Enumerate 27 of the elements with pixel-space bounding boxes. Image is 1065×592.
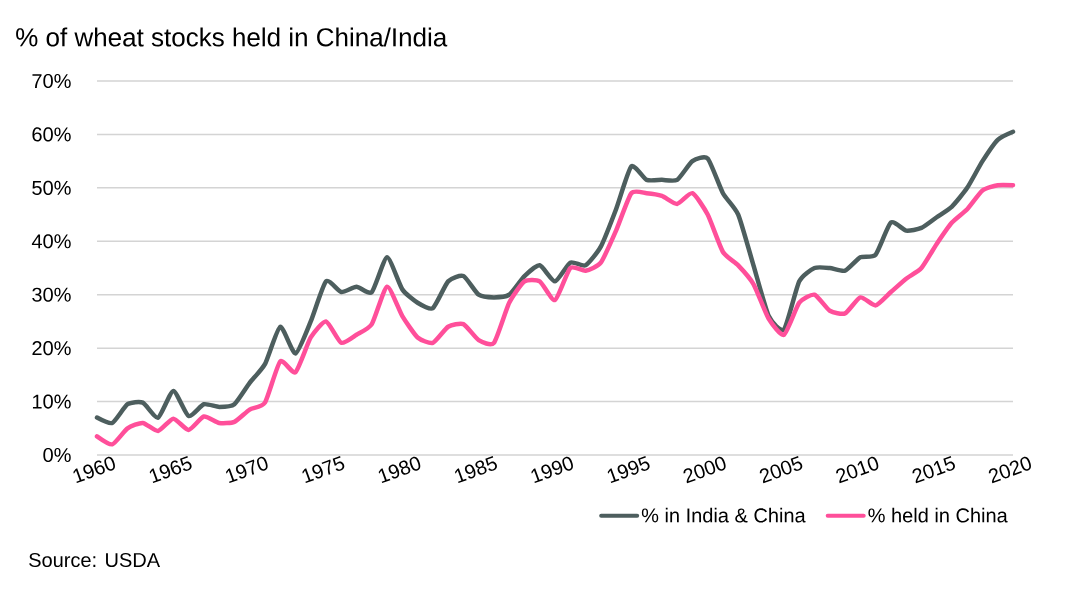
x-tick-label: 2015 <box>912 456 955 484</box>
x-tick-label: 1970 <box>226 456 268 484</box>
y-tick-label: 60% <box>32 127 71 142</box>
x-tick-label: 2010 <box>836 456 879 484</box>
y-tick-label: 10% <box>32 394 71 409</box>
y-tick-label: 0% <box>43 447 71 463</box>
legend-label: % held in China <box>868 507 1008 523</box>
x-tick-label: 1985 <box>455 456 497 484</box>
x-tick-label: 1980 <box>378 456 421 484</box>
x-tick-label: 2005 <box>759 456 803 484</box>
x-tick-label: 1990 <box>531 456 573 484</box>
line-series <box>94 129 1016 426</box>
line-series <box>94 182 1016 447</box>
y-tick-label: 40% <box>31 234 71 249</box>
source-note: Source: USDA <box>29 552 161 568</box>
chart-title: % of wheat stocks held in China/India <box>16 27 448 47</box>
x-tick-label: 2020 <box>988 456 1031 484</box>
x-tick-label: 1975 <box>302 456 345 484</box>
y-tick-label: 20% <box>32 341 71 356</box>
x-tick-label: 2000 <box>683 456 726 484</box>
y-tick-label: 50% <box>32 180 71 195</box>
y-tick-label: 30% <box>32 287 71 302</box>
x-tick-label: 1995 <box>607 456 650 484</box>
y-tick-label: 70% <box>32 73 71 89</box>
x-tick-label: 1965 <box>149 456 192 484</box>
legend-label: % in India & China <box>641 507 806 523</box>
x-tick-label: 1960 <box>73 456 115 484</box>
